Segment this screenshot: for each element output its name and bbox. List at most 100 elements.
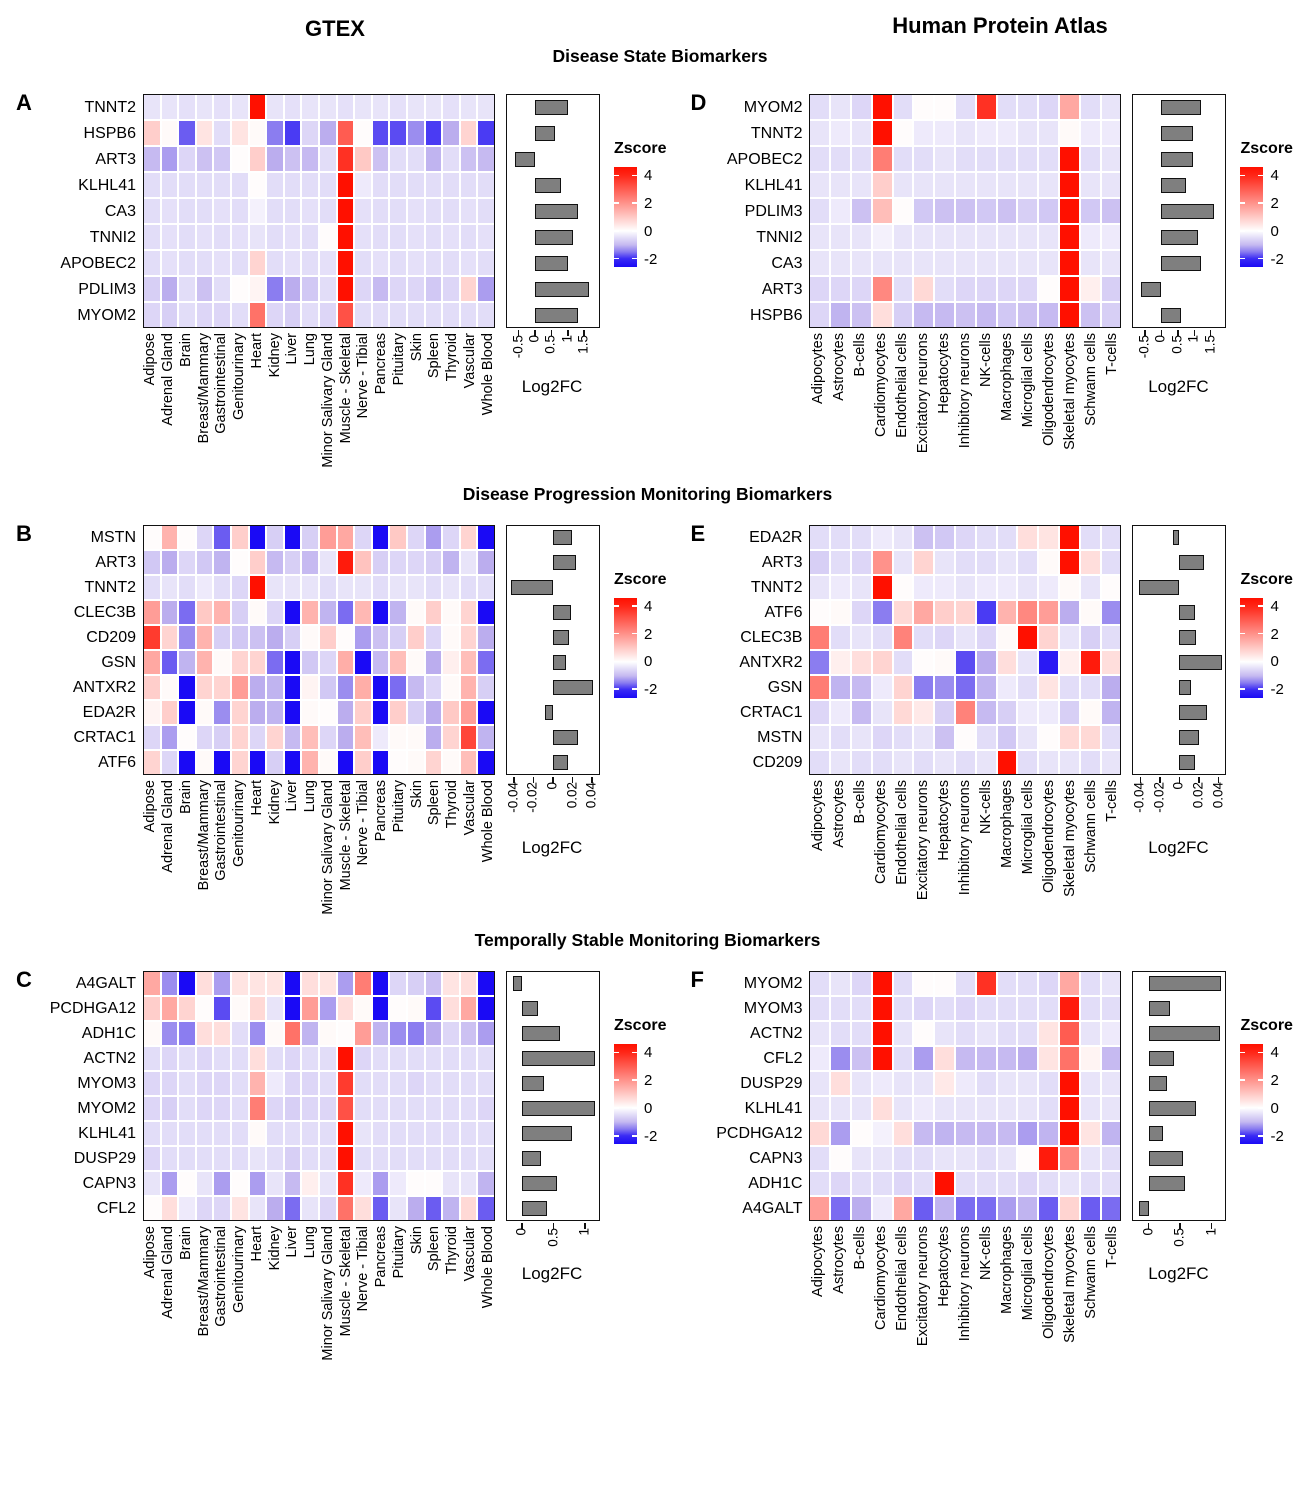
heatmap-cell (214, 121, 230, 145)
heatmap-cell (302, 675, 318, 699)
x-label: Endothelial cells (894, 333, 911, 438)
gene-label: ATF6 (764, 603, 803, 621)
heatmap-cell (1039, 1172, 1059, 1196)
heatmap-cell (478, 1097, 494, 1121)
heatmap-cell (935, 625, 955, 649)
log2fc-bar (553, 604, 571, 620)
heatmap-cell (831, 1147, 851, 1171)
log2fc-bar (1148, 976, 1222, 992)
heatmap-cell (935, 650, 955, 674)
x-label-column: Adipocytes (809, 333, 828, 453)
heatmap-cell (1080, 95, 1100, 119)
x-label-column: Nerve - Tibial (355, 1226, 372, 1361)
bar-axis-tick-labels: 0 0.5 1 (1132, 1228, 1224, 1264)
heatmap-cell (355, 575, 371, 599)
heatmap-cell (372, 550, 389, 574)
heatmap-cell (425, 251, 442, 275)
x-label-column: Adrenal Gland (160, 333, 177, 468)
zscore-tick-mark (1258, 202, 1264, 204)
heatmap-cell (267, 972, 283, 996)
x-label: Hepatocytes (936, 1226, 953, 1307)
heatmap-cell (302, 525, 318, 549)
zscore-tick-mark (632, 605, 637, 607)
heatmap-cell (337, 1022, 354, 1046)
heatmap-cell (460, 750, 477, 774)
x-label: Genitourinary (231, 779, 248, 867)
heatmap-cell (956, 750, 975, 774)
log2fc-bar (1161, 125, 1193, 141)
heatmap-cell (249, 997, 266, 1021)
heatmap-cell (1080, 650, 1100, 674)
heatmap-cell (478, 1122, 494, 1146)
heatmap-cell (1060, 225, 1079, 249)
heatmap-cell (196, 600, 213, 624)
heatmap-cell (914, 121, 934, 145)
heatmap-cell (425, 750, 442, 774)
bar-axis-tick-labels: -0.5 0 0.5 1 1.5 (1132, 335, 1224, 377)
heatmap-cell (976, 277, 996, 301)
heatmap-cell (893, 121, 913, 145)
x-label-column: Kidney (267, 780, 283, 915)
heatmap-cell (196, 675, 213, 699)
heatmap-cell (872, 650, 892, 674)
heatmap-cell (302, 1197, 318, 1221)
gene-label: CLEC3B (73, 603, 136, 621)
heatmap-cell (179, 1097, 195, 1121)
panel-content: EDA2R ART3 TNNT2 ATF6 CLEC3B ANTXR2 GSN CRTAC1 M… (690, 524, 1293, 900)
heatmap-cell (893, 675, 913, 699)
heatmap-cell (914, 199, 934, 223)
heatmap-cell (355, 303, 371, 327)
heatmap-cell (232, 1147, 248, 1171)
heatmap-cell (302, 1022, 318, 1046)
heatmap-cell (935, 675, 955, 699)
gene-axis-labels: MYOM2 TNNT2 APOBEC2 KLHL41 PDLIM3 TNNI2 CA3 ART… (690, 94, 809, 328)
bar-tick-label: 0.5 (1169, 335, 1185, 354)
heatmap-cell (997, 675, 1017, 699)
heatmap-cell (1039, 675, 1059, 699)
heatmap-cell (337, 700, 354, 724)
heatmap-cell (179, 725, 195, 749)
heatmap-cell (997, 525, 1017, 549)
x-label: Gastrointestinal (213, 779, 230, 881)
x-label-column: Skin (409, 1226, 425, 1361)
bar-axis-tick (1159, 776, 1161, 783)
zscore-tick-mark (614, 174, 619, 177)
heatmap-cell (267, 173, 283, 197)
heatmap-cell (320, 1097, 336, 1121)
x-label: Pituitary (390, 1226, 407, 1279)
heatmap-cell (997, 575, 1017, 599)
x-label-column: Adipose (142, 1226, 159, 1361)
zscore-tick-mark (1258, 257, 1264, 260)
gene-label: TNNT2 (750, 578, 803, 596)
heatmap-cell (425, 1122, 442, 1146)
heatmap-cell (302, 1172, 318, 1196)
zscore-tick-mark (1240, 230, 1246, 232)
zscore-gradient-wrap: 4 2 0 -2 (1240, 167, 1292, 267)
heatmap-cell (831, 1047, 851, 1071)
heatmap-cell (284, 277, 301, 301)
heatmap-cell (914, 225, 934, 249)
gene-label: CRTAC1 (739, 703, 803, 721)
zscore-gradient (1240, 597, 1264, 698)
x-label: Hepatocytes (936, 333, 953, 414)
heatmap-cell (478, 1022, 494, 1046)
heatmap-cell (1018, 1047, 1038, 1071)
heatmap-cell (302, 972, 318, 996)
heatmap-cell (831, 95, 851, 119)
heatmap-cell (196, 147, 213, 171)
heatmap-cell (1018, 525, 1038, 549)
heatmap-cell (267, 303, 283, 327)
heatmap-cell (935, 1122, 955, 1146)
zscore-gradient-wrap: 4 2 0 -2 (1240, 597, 1292, 698)
x-label-column: Oligodendrocytes (1040, 1226, 1059, 1346)
heatmap-cell (976, 575, 996, 599)
heatmap-cell (478, 225, 494, 249)
heatmap-cell (249, 725, 266, 749)
x-label-column: Lung (302, 780, 319, 915)
x-label: T-cells (1104, 1226, 1121, 1269)
heatmap-cell (249, 972, 266, 996)
bar-tick-label: 1 (576, 1228, 592, 1236)
heatmap-cell (956, 600, 975, 624)
heatmap-cell (267, 1047, 283, 1071)
heatmap-cell (935, 750, 955, 774)
